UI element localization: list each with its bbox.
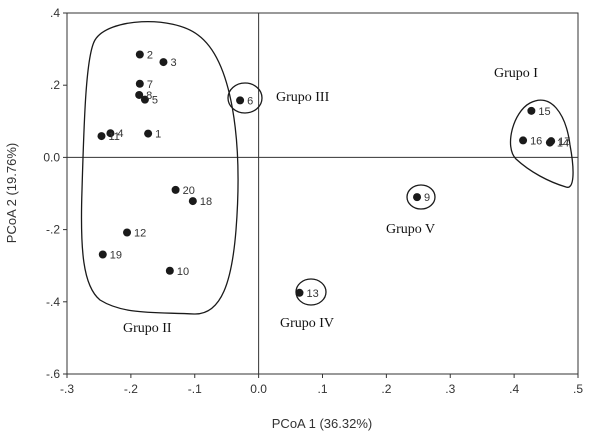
group-i-outline: [509, 99, 574, 188]
x-tick-label: .5: [573, 382, 583, 396]
y-axis-ticks: -.6 -.4 -.2 0.0 .2 .4: [43, 6, 67, 381]
reference-lines: [67, 13, 578, 374]
group-label-grupo-v: Grupo V: [386, 222, 435, 237]
data-point-11: [97, 132, 106, 141]
data-point-8: [135, 90, 144, 99]
group-iii-outline: [227, 82, 263, 114]
data-point-1: [144, 129, 153, 138]
y-tick-label: -.6: [46, 367, 60, 381]
data-point-4: [106, 129, 115, 138]
y-tick-label: .2: [50, 78, 60, 92]
point-label-2: 2: [147, 50, 153, 62]
point-label-18: 18: [200, 196, 212, 208]
point-label-8: 8: [146, 90, 152, 102]
x-tick-label: -.3: [60, 382, 74, 396]
point-label-10: 10: [177, 266, 189, 278]
point-label-6: 6: [247, 95, 253, 107]
x-tick-label: .3: [445, 382, 455, 396]
point-label-7: 7: [147, 79, 153, 91]
point-label-11: 11: [108, 131, 119, 143]
point-label-16: 16: [530, 135, 542, 147]
x-tick-label: -.1: [188, 382, 202, 396]
data-point-12: [123, 228, 132, 237]
point-label-15: 15: [538, 106, 550, 118]
group-label-grupo-i: Grupo I: [494, 66, 538, 81]
point-label-20: 20: [183, 185, 195, 197]
y-axis-label: PCoA 2 (19.76%): [4, 143, 19, 243]
data-point-6: [236, 96, 245, 105]
group-label-grupo-iv: Grupo IV: [280, 316, 334, 331]
point-label-14: 14: [557, 138, 569, 150]
y-tick-label: -.4: [46, 295, 60, 309]
group-label-grupo-iii: Grupo III: [276, 90, 330, 105]
point-label-19: 19: [110, 250, 122, 262]
group-ii-outline: [80, 21, 239, 315]
data-point-16: [519, 136, 528, 145]
data-point-19: [98, 250, 107, 259]
y-tick-label: -.2: [46, 223, 60, 237]
data-point-7: [135, 79, 144, 88]
group-label-grupo-ii: Grupo II: [123, 321, 172, 336]
point-label-4: 4: [117, 128, 123, 140]
data-point-13: [295, 288, 304, 297]
data-point-3: [159, 58, 168, 67]
data-point-10: [165, 266, 174, 275]
point-label-1: 1: [155, 129, 161, 141]
data-point-5: [140, 95, 149, 104]
x-tick-label: .4: [509, 382, 519, 396]
data-point-18: [188, 197, 197, 206]
data-point-20: [171, 185, 180, 194]
group-v-outline: [406, 184, 436, 210]
point-label-5: 5: [152, 95, 158, 107]
data-point-17: [547, 137, 556, 146]
x-tick-label: -.2: [124, 382, 138, 396]
x-tick-label: .1: [317, 382, 327, 396]
y-tick-label: 0.0: [43, 150, 60, 164]
x-tick-label: .2: [381, 382, 391, 396]
data-point-2: [135, 50, 144, 59]
x-tick-label: 0.0: [250, 382, 267, 396]
point-label-3: 3: [170, 57, 176, 69]
x-axis-label: PCoA 1 (36.32%): [272, 416, 372, 431]
data-point-9: [413, 193, 422, 202]
data-point-15: [527, 106, 536, 115]
y-tick-label: .4: [50, 6, 60, 20]
x-axis-ticks: -.3 -.2 -.1 0.0 .1 .2 .3 .4 .5: [60, 374, 583, 396]
point-label-17: 17: [558, 136, 570, 148]
point-label-13: 13: [307, 288, 319, 300]
point-label-12: 12: [134, 227, 146, 239]
point-label-9: 9: [424, 192, 430, 204]
